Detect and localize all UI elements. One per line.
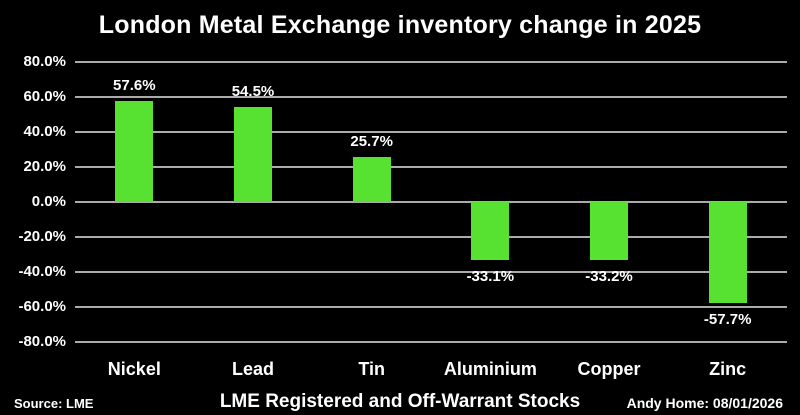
chart-subtitle: LME Registered and Off-Warrant Stocks (219, 391, 581, 412)
y-axis-tick-label: 60.0% (23, 88, 66, 105)
category-label-aluminium: Aluminium (443, 359, 537, 379)
gridline-40.0% (75, 131, 787, 133)
bar-lead (234, 106, 272, 202)
y-axis-tick-label: 40.0% (23, 123, 66, 140)
source-label: Source: LME (14, 396, 94, 411)
gridline-0.0% (75, 201, 787, 203)
y-axis-tick-label: 20.0% (23, 158, 66, 175)
value-label-tin: 25.7% (350, 133, 393, 151)
gridline-80.0% (75, 61, 787, 63)
value-label-zinc: -57.7% (703, 310, 752, 328)
y-axis-tick-label: -40.0% (18, 263, 66, 280)
bar-tin (352, 157, 391, 202)
value-label-aluminium: -33.1% (466, 267, 515, 285)
chart-title: London Metal Exchange inventory change i… (98, 11, 702, 39)
bar-zinc (708, 202, 747, 303)
gridline-60.0% (75, 96, 787, 98)
y-axis-tick-label: -20.0% (18, 228, 66, 245)
gridline-20.0% (75, 166, 787, 168)
category-label-zinc: Zinc (709, 359, 747, 379)
bar-nickel (115, 101, 154, 202)
category-label-lead: Lead (231, 359, 274, 379)
category-label-tin: Tin (358, 359, 385, 379)
gridline--20.0% (75, 236, 787, 238)
bar-copper (590, 202, 628, 261)
y-axis-tick-label: 80.0% (23, 53, 66, 70)
value-label-nickel: 57.6% (113, 77, 156, 95)
value-label-copper: -33.2% (585, 268, 633, 286)
author-credit-label: Andy Home: 08/01/2026 (626, 395, 783, 411)
category-label-nickel: Nickel (107, 359, 161, 379)
gridline--60.0% (75, 306, 787, 308)
gridline--80.0% (75, 341, 787, 343)
y-axis-tick-label: -80.0% (18, 333, 66, 350)
y-axis-tick-label: -60.0% (18, 298, 66, 315)
category-label-copper: Copper (577, 359, 641, 379)
gridline--40.0% (75, 271, 787, 273)
value-label-lead: 54.5% (231, 82, 275, 100)
y-axis-tick-label: 0.0% (31, 193, 66, 210)
bar-aluminium (471, 202, 510, 260)
